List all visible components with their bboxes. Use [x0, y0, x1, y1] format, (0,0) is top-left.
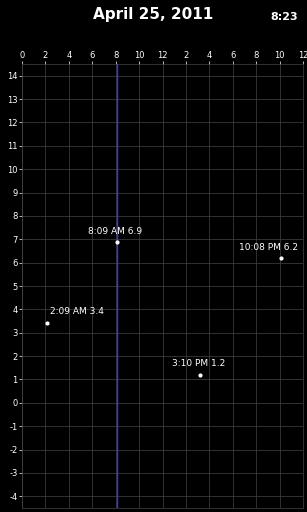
- Text: 3:10 PM 1.2: 3:10 PM 1.2: [172, 359, 225, 368]
- Text: 2:09 AM 3.4: 2:09 AM 3.4: [49, 307, 103, 316]
- Text: 10:08 PM 6.2: 10:08 PM 6.2: [239, 243, 298, 252]
- Text: 8:09 AM 6.9: 8:09 AM 6.9: [88, 227, 142, 236]
- Text: April 25, 2011: April 25, 2011: [93, 7, 214, 22]
- Text: 8:23: 8:23: [270, 12, 298, 23]
